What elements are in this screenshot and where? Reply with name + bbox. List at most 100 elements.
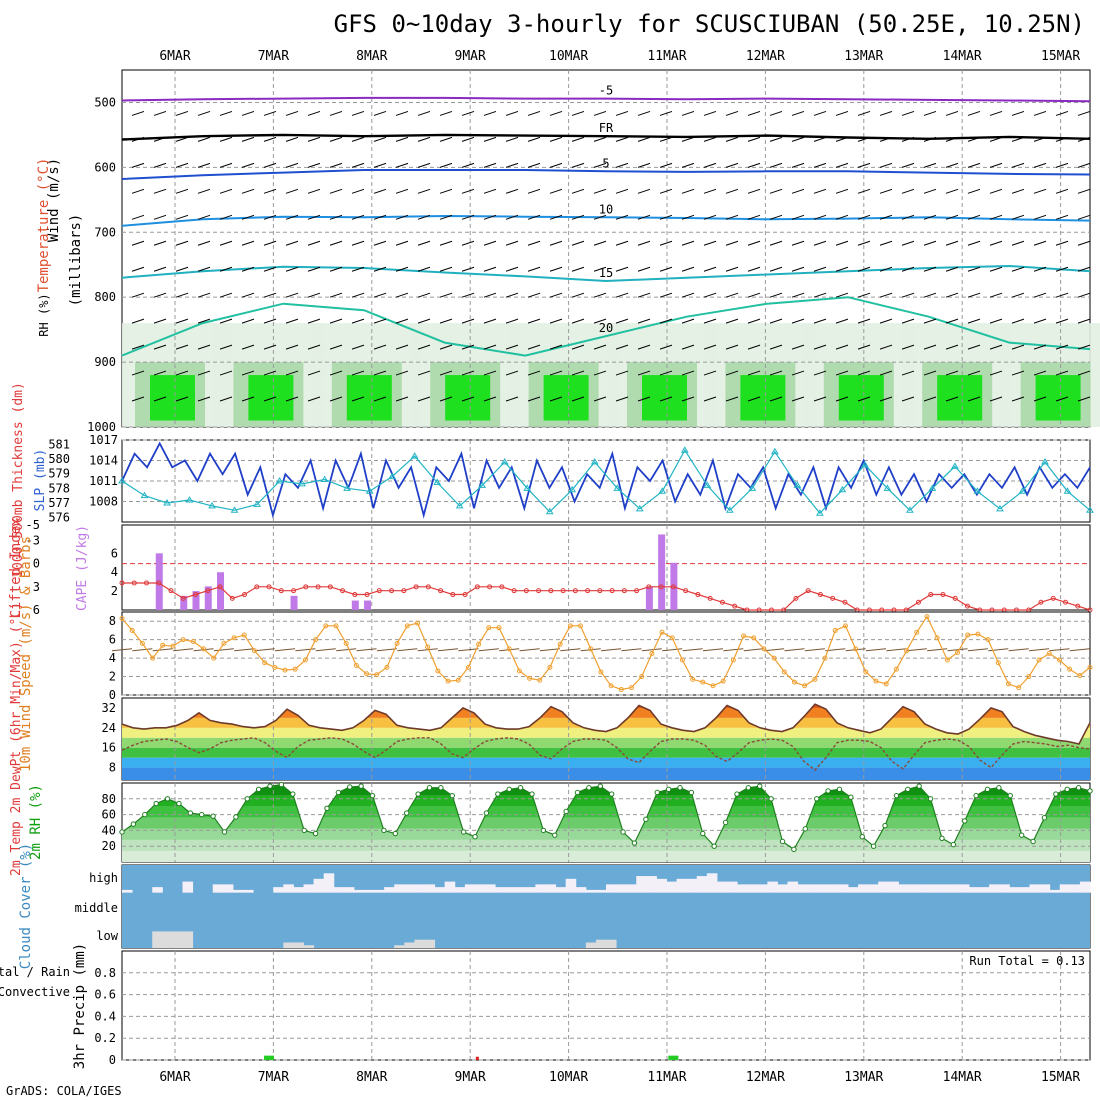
rh2m-marker xyxy=(449,792,455,799)
wind-barb xyxy=(241,188,255,194)
wind-barb xyxy=(351,188,365,194)
wind-barb xyxy=(857,344,871,350)
lifted-marker xyxy=(144,580,150,586)
surface-wind-barb xyxy=(213,648,234,652)
lifted-marker xyxy=(364,592,370,598)
wind-barb xyxy=(153,162,167,168)
wind-barb xyxy=(747,344,761,350)
wind-barb xyxy=(989,370,1003,376)
wind-barb xyxy=(659,214,673,220)
surface-wind-barb xyxy=(662,648,683,652)
wind-marker xyxy=(211,655,217,661)
rh2m-marker xyxy=(813,796,820,802)
wind-barb xyxy=(263,344,277,350)
wind-barb xyxy=(659,292,673,298)
rh2m-marker xyxy=(836,786,843,793)
wind-barb xyxy=(1077,396,1091,402)
cape-bar xyxy=(192,591,200,610)
cloud-high-bar xyxy=(595,889,607,893)
wind-barb xyxy=(857,214,871,220)
wind-barb xyxy=(329,110,343,116)
wind-barb xyxy=(593,396,607,402)
rh2m-marker xyxy=(347,784,353,790)
wind-barb xyxy=(417,110,431,116)
wind-barb xyxy=(835,318,849,324)
wind-barb xyxy=(373,370,387,376)
wind-barb xyxy=(813,396,827,402)
wind-barb xyxy=(593,188,607,194)
cloud-high-bar xyxy=(797,884,809,893)
wind-marker xyxy=(628,685,634,691)
ylabel-temp2m: 2m Temp 2m DewPt (6hr Min/Max) (°C) xyxy=(9,602,24,876)
cloud-high-bar xyxy=(122,889,133,893)
wind-barb xyxy=(945,162,959,168)
wind-barb xyxy=(747,370,761,376)
wind-barb xyxy=(813,266,827,272)
isotherm-line xyxy=(121,264,1091,283)
wind-barb xyxy=(527,110,541,116)
wind-marker xyxy=(965,632,971,638)
wind-marker xyxy=(588,646,594,652)
date-label-top: 13MAR xyxy=(844,49,883,64)
wind-barb xyxy=(175,188,189,194)
temp-tick-label: 32 xyxy=(102,701,116,715)
thickness-tick-label: 578 xyxy=(48,481,70,495)
wind-barb xyxy=(439,188,453,194)
rh2m-marker xyxy=(859,834,865,840)
isotherm-line xyxy=(121,214,1091,227)
wind-barb xyxy=(593,344,607,350)
lifted-marker xyxy=(413,584,419,590)
thickness-tick-label: 576 xyxy=(48,511,70,525)
wind-barb xyxy=(285,136,299,142)
rh2m-marker xyxy=(164,796,171,802)
surface-wind-barb xyxy=(865,648,887,652)
lifted-marker xyxy=(193,592,199,598)
wind-barb xyxy=(153,110,167,116)
wind-marker xyxy=(832,627,838,633)
ylabel-wind10m: 10m Wind Speed (m/s) & Barbs xyxy=(18,536,34,772)
wind-marker xyxy=(883,681,889,687)
wind-barb xyxy=(681,292,695,298)
lifted-marker xyxy=(817,592,823,598)
wind-barb xyxy=(615,266,629,272)
wind-barb xyxy=(923,136,937,142)
cloud-high-bar xyxy=(727,881,738,893)
wind-barb xyxy=(329,240,343,246)
wind-barb xyxy=(1055,292,1069,298)
wind-barb xyxy=(549,188,563,194)
wind-barb xyxy=(219,240,233,246)
wind-barb xyxy=(285,162,299,168)
thickness-tick-label: 581 xyxy=(48,437,70,451)
wind-barb xyxy=(549,344,563,350)
rh2m-marker xyxy=(153,800,159,807)
cloud-high-bar xyxy=(444,881,456,893)
wind-barb xyxy=(307,162,321,168)
cloud-high-bar xyxy=(182,881,194,893)
rh2m-marker xyxy=(882,822,888,829)
wind-barb xyxy=(351,292,365,298)
lifted-marker xyxy=(180,595,186,601)
wind-barb xyxy=(307,214,321,220)
wind-barb xyxy=(373,318,387,324)
wind-barb xyxy=(263,292,277,298)
wind-barb xyxy=(659,370,673,376)
wind-barb xyxy=(1077,370,1091,376)
lifted-marker xyxy=(229,595,235,601)
rh-band-bright xyxy=(248,375,294,421)
cloud-high-bar xyxy=(848,887,859,893)
rh2m-marker xyxy=(939,835,945,841)
surface-wind-barb xyxy=(927,648,948,652)
cloud-high-bar xyxy=(696,876,708,893)
lifted-marker xyxy=(585,588,591,594)
rh2m-marker xyxy=(893,792,900,799)
wind-barb xyxy=(813,318,827,324)
wind-barb xyxy=(857,318,871,324)
wind-barb xyxy=(1011,240,1025,246)
pressure-tick-label: 1000 xyxy=(87,420,116,434)
wind-barb xyxy=(175,370,189,376)
wind-barb xyxy=(1033,110,1047,116)
rh2m-marker xyxy=(1007,792,1013,799)
cloud-high-bar xyxy=(1079,881,1091,893)
surface-wind-barb xyxy=(743,648,764,652)
thickness-marker xyxy=(545,507,554,515)
